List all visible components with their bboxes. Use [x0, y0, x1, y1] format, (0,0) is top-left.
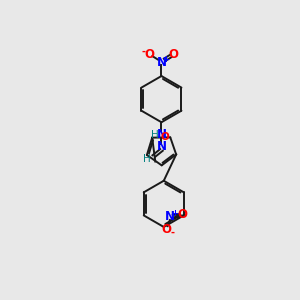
Text: H: H [143, 154, 151, 164]
Text: -: - [170, 228, 174, 238]
Text: O: O [169, 48, 179, 61]
Text: O: O [162, 223, 172, 236]
Text: N: N [157, 128, 166, 141]
Text: N: N [157, 140, 166, 153]
Text: -: - [142, 46, 146, 56]
Text: O: O [160, 132, 169, 142]
Text: N: N [165, 211, 175, 224]
Text: N: N [157, 56, 166, 69]
Text: O: O [144, 48, 154, 61]
Text: +: + [171, 208, 178, 217]
Text: H: H [151, 130, 158, 140]
Text: O: O [177, 208, 187, 221]
Text: +: + [162, 55, 169, 64]
